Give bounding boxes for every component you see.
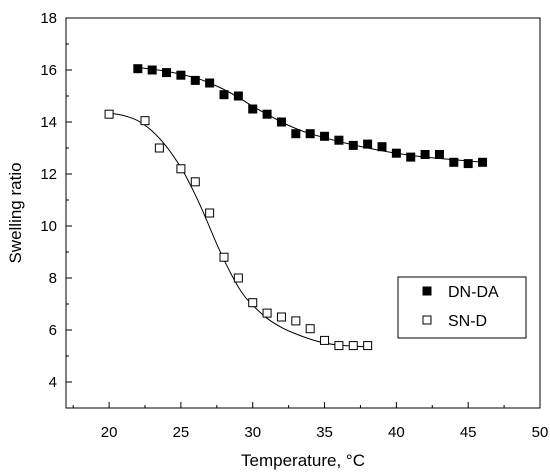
point-dn-da <box>190 75 200 85</box>
y-tick-label: 4 <box>49 374 57 391</box>
x-tick-label: 40 <box>388 424 405 441</box>
x-tick-labels: 20 25 30 35 40 45 50 <box>101 424 549 441</box>
point-dn-da <box>463 159 473 169</box>
point-dn-da <box>334 135 344 145</box>
x-tick-label: 25 <box>173 424 190 441</box>
point-sn-d <box>233 273 243 283</box>
legend-label-dn-da: DN-DA <box>448 284 499 301</box>
y-tick-label: 16 <box>40 62 57 79</box>
point-dn-da <box>219 90 229 100</box>
point-dn-da <box>205 78 215 88</box>
point-dn-da <box>291 129 301 139</box>
point-sn-d <box>348 341 358 351</box>
y-tick-label: 8 <box>49 270 57 287</box>
point-sn-d <box>305 324 315 334</box>
y-axis-title: Swelling ratio <box>6 162 25 263</box>
point-dn-da <box>162 68 172 78</box>
point-dn-da <box>176 70 186 80</box>
x-axis-title: Temperature, °C <box>241 451 365 470</box>
point-dn-da <box>363 139 373 149</box>
data-points <box>104 64 488 351</box>
legend-marker-dn-da <box>422 286 432 296</box>
x-tick-label: 45 <box>460 424 477 441</box>
point-sn-d <box>104 109 114 119</box>
y-tick-label: 18 <box>40 10 57 27</box>
point-sn-d <box>190 177 200 187</box>
point-sn-d <box>276 312 286 322</box>
point-dn-da <box>406 152 416 162</box>
point-sn-d <box>205 208 215 218</box>
point-dn-da <box>478 157 488 167</box>
fit-curve-dn-da <box>137 66 483 163</box>
y-tick-label: 12 <box>40 166 57 183</box>
point-dn-da <box>233 91 243 101</box>
legend-box <box>397 276 527 339</box>
axis-ticks <box>66 17 541 408</box>
point-dn-da <box>147 65 157 75</box>
point-sn-d <box>363 341 373 351</box>
point-dn-da <box>377 142 387 152</box>
point-sn-d <box>176 164 186 174</box>
legend-label-sn-d: SN-D <box>448 313 487 330</box>
point-dn-da <box>248 104 258 114</box>
point-sn-d <box>248 298 258 308</box>
point-dn-da <box>133 64 143 74</box>
legend: DN-DA SN-D <box>397 276 527 339</box>
plot-frame <box>65 17 541 409</box>
point-dn-da <box>348 140 358 150</box>
point-sn-d <box>262 308 272 318</box>
point-dn-da <box>420 150 430 159</box>
y-tick-label: 14 <box>40 114 57 131</box>
legend-marker-sn-d <box>422 315 432 325</box>
point-dn-da <box>391 148 401 158</box>
point-dn-da <box>320 131 330 141</box>
point-dn-da <box>434 150 444 159</box>
point-sn-d <box>140 116 150 126</box>
fit-curve-sn-d <box>109 112 368 348</box>
point-sn-d <box>219 252 229 262</box>
y-tick-label: 10 <box>40 218 57 235</box>
point-sn-d <box>334 341 344 351</box>
point-sn-d <box>291 316 301 326</box>
y-tick-labels: 4 6 8 10 12 14 16 18 <box>40 10 57 391</box>
point-sn-d <box>154 143 164 153</box>
x-tick-label: 35 <box>316 424 333 441</box>
x-tick-label: 30 <box>244 424 261 441</box>
x-tick-label: 20 <box>101 424 118 441</box>
point-dn-da <box>305 129 315 139</box>
point-dn-da <box>276 117 286 127</box>
point-dn-da <box>449 157 459 167</box>
point-dn-da <box>262 109 272 119</box>
x-tick-label: 50 <box>532 424 549 441</box>
point-sn-d <box>320 335 330 345</box>
y-tick-label: 6 <box>49 322 57 339</box>
